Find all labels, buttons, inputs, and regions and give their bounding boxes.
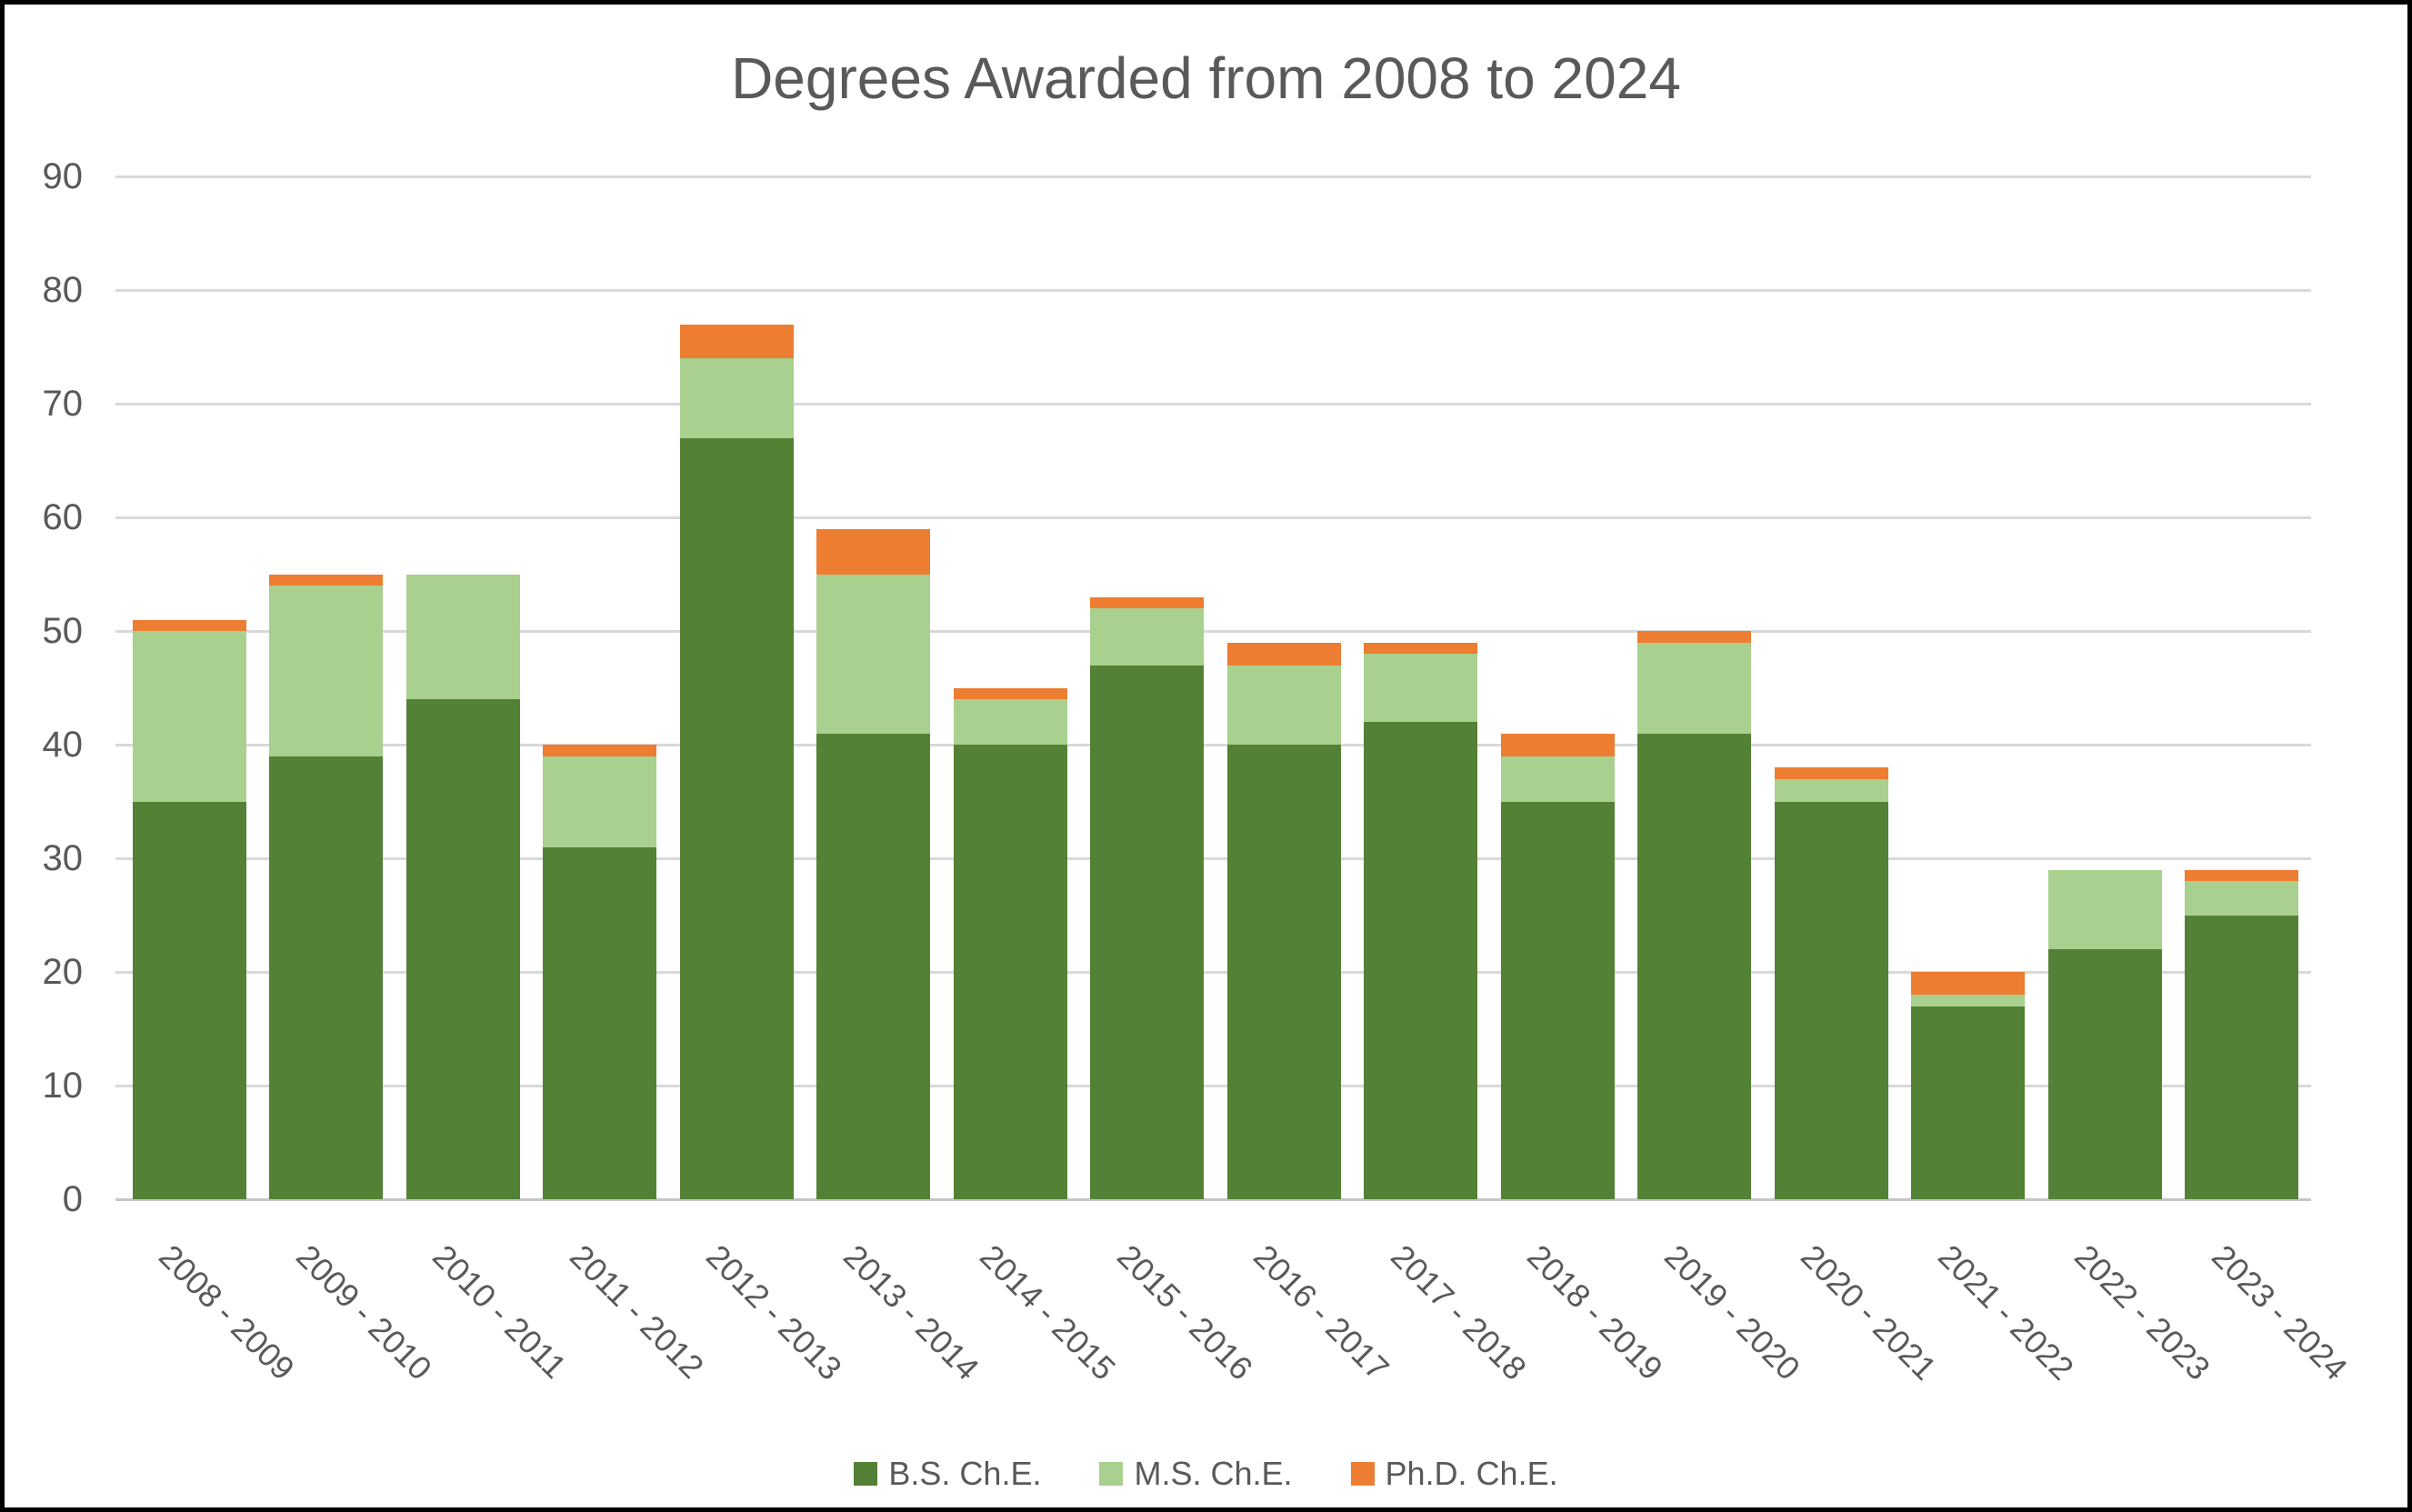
x-axis-tick-label-2010: 2010 - 2011 bbox=[425, 1237, 575, 1386]
x-axis-tick-label-2015: 2015 - 2016 bbox=[1109, 1237, 1260, 1387]
y-axis-tick-label-0: 0 bbox=[62, 1179, 83, 1219]
legend-item-bsche: B.S. Ch.E. bbox=[854, 1457, 1041, 1490]
bar-2023-2024-phdche bbox=[2185, 869, 2299, 881]
gridline-80 bbox=[115, 289, 2311, 292]
bar-2013-2014-phdche bbox=[816, 528, 931, 575]
y-axis-tick-label-80: 80 bbox=[42, 270, 84, 310]
x-axis-tick-label-2009: 2009 - 2010 bbox=[288, 1237, 439, 1387]
legend: B.S. Ch.E. M.S. Ch.E. Ph.D. Ch.E. bbox=[5, 1457, 2407, 1490]
bar-2008-2009-msche bbox=[132, 631, 246, 802]
bar-2015-2016-bsche bbox=[1090, 665, 1205, 1199]
gridline-40 bbox=[115, 744, 2311, 746]
y-axis-tick-label-20: 20 bbox=[42, 952, 84, 992]
bar-2017-2018-msche bbox=[1364, 654, 1478, 722]
y-axis-tick-label-60: 60 bbox=[42, 497, 84, 537]
bar-2020-2021-bsche bbox=[1774, 801, 1888, 1199]
bar-2008-2009-phdche bbox=[132, 619, 246, 631]
legend-item-phdche: Ph.D. Ch.E. bbox=[1350, 1455, 1558, 1492]
bar-2011-2012-bsche bbox=[543, 846, 657, 1199]
y-axis-tick-label-90: 90 bbox=[42, 156, 84, 196]
gridline-20 bbox=[115, 971, 2311, 974]
gridline-0 bbox=[115, 1198, 2311, 1201]
bar-2016-2017-msche bbox=[1226, 665, 1341, 745]
bar-2021-2022-msche bbox=[1911, 995, 2026, 1006]
bar-2011-2012-msche bbox=[543, 756, 657, 847]
chart-title: Degrees Awarded from 2008 to 2024 bbox=[731, 45, 1681, 111]
bar-2009-2010-phdche bbox=[269, 574, 384, 586]
legend-swatch-icon bbox=[1099, 1462, 1124, 1486]
bar-2019-2020-msche bbox=[1637, 642, 1752, 734]
y-axis-tick-label-40: 40 bbox=[42, 725, 84, 765]
bar-2021-2022-bsche bbox=[1911, 1006, 2026, 1199]
bar-2014-2015-msche bbox=[953, 699, 1067, 745]
bar-2017-2018-bsche bbox=[1364, 722, 1478, 1199]
y-axis-tick-label-30: 30 bbox=[42, 838, 84, 878]
x-axis-tick-label-2018: 2018 - 2019 bbox=[1520, 1237, 1671, 1387]
gridline-60 bbox=[115, 516, 2311, 519]
bar-2021-2022-phdche bbox=[1911, 972, 2026, 995]
bar-2022-2023-msche bbox=[2047, 869, 2162, 949]
gridline-70 bbox=[115, 403, 2311, 406]
gridline-50 bbox=[115, 630, 2311, 633]
bar-2016-2017-bsche bbox=[1226, 745, 1341, 1199]
bar-2015-2016-phdche bbox=[1090, 596, 1205, 608]
legend-label: Ph.D. Ch.E. bbox=[1385, 1455, 1558, 1492]
bar-2020-2021-phdche bbox=[1774, 767, 1888, 779]
x-axis-tick-label-2022: 2022 - 2023 bbox=[2067, 1237, 2218, 1387]
bar-2023-2024-bsche bbox=[2185, 915, 2299, 1199]
bar-2009-2010-bsche bbox=[269, 756, 384, 1199]
bar-2019-2020-phdche bbox=[1637, 631, 1752, 643]
bar-2019-2020-bsche bbox=[1637, 733, 1752, 1199]
plot-area: 0 10 20 30 40 50 60 70 80 90 2008 - 2009 2009 - 201… bbox=[5, 5, 2407, 1507]
bar-2018-2019-msche bbox=[1500, 756, 1615, 802]
bar-2012-2013-phdche bbox=[679, 324, 794, 358]
x-axis-tick-label-2019: 2019 - 2020 bbox=[1656, 1237, 1807, 1387]
bar-2012-2013-msche bbox=[679, 358, 794, 438]
bar-2010-2011-bsche bbox=[405, 699, 520, 1199]
x-axis-tick-label-2014: 2014 - 2015 bbox=[973, 1237, 1124, 1387]
bar-2018-2019-phdche bbox=[1500, 733, 1615, 756]
gridline-10 bbox=[115, 1085, 2311, 1087]
x-axis-tick-label-2011: 2011 - 2012 bbox=[562, 1237, 711, 1386]
x-axis-tick-label-2013: 2013 - 2014 bbox=[836, 1237, 986, 1387]
y-axis-tick-label-50: 50 bbox=[42, 611, 84, 651]
legend-swatch-icon bbox=[1350, 1462, 1375, 1486]
x-axis-tick-label-2017: 2017 - 2018 bbox=[1383, 1237, 1534, 1387]
bar-2022-2023-bsche bbox=[2047, 949, 2162, 1199]
gridline-90 bbox=[115, 175, 2311, 178]
y-axis-tick-label-70: 70 bbox=[42, 384, 84, 424]
x-axis-tick-label-2008: 2008 - 2009 bbox=[152, 1237, 303, 1387]
bar-2011-2012-phdche bbox=[543, 745, 657, 756]
x-axis-tick-label-2020: 2020 - 2021 bbox=[1794, 1237, 1945, 1387]
legend-item-msche: M.S. Ch.E. bbox=[1099, 1455, 1293, 1492]
x-axis-tick-label-2021: 2021 - 2022 bbox=[1930, 1237, 2081, 1387]
y-axis-tick-label-10: 10 bbox=[42, 1066, 84, 1106]
x-axis-tick-label-2016: 2016 - 2017 bbox=[1246, 1237, 1397, 1387]
bar-2013-2014-msche bbox=[816, 574, 931, 734]
gridline-30 bbox=[115, 857, 2311, 860]
x-axis-tick-label-2023: 2023 - 2024 bbox=[2204, 1237, 2355, 1387]
bar-2016-2017-phdche bbox=[1226, 642, 1341, 666]
bar-2018-2019-bsche bbox=[1500, 801, 1615, 1199]
legend-label: M.S. Ch.E. bbox=[1134, 1455, 1293, 1492]
legend-label: B.S. Ch.E. bbox=[888, 1455, 1042, 1492]
bar-2014-2015-bsche bbox=[953, 745, 1067, 1199]
bar-2014-2015-phdche bbox=[953, 687, 1067, 699]
bar-2023-2024-msche bbox=[2185, 881, 2299, 916]
x-axis-tick-label-2012: 2012 - 2013 bbox=[699, 1237, 850, 1387]
bar-2012-2013-bsche bbox=[679, 437, 794, 1199]
bar-2010-2011-msche bbox=[405, 574, 520, 699]
bar-2013-2014-bsche bbox=[816, 733, 931, 1199]
bar-2017-2018-phdche bbox=[1364, 642, 1478, 654]
legend-swatch-icon bbox=[854, 1462, 878, 1486]
bar-2008-2009-bsche bbox=[132, 801, 246, 1199]
bar-2020-2021-msche bbox=[1774, 778, 1888, 802]
bar-2009-2010-msche bbox=[269, 586, 384, 756]
bar-2015-2016-msche bbox=[1090, 608, 1205, 666]
